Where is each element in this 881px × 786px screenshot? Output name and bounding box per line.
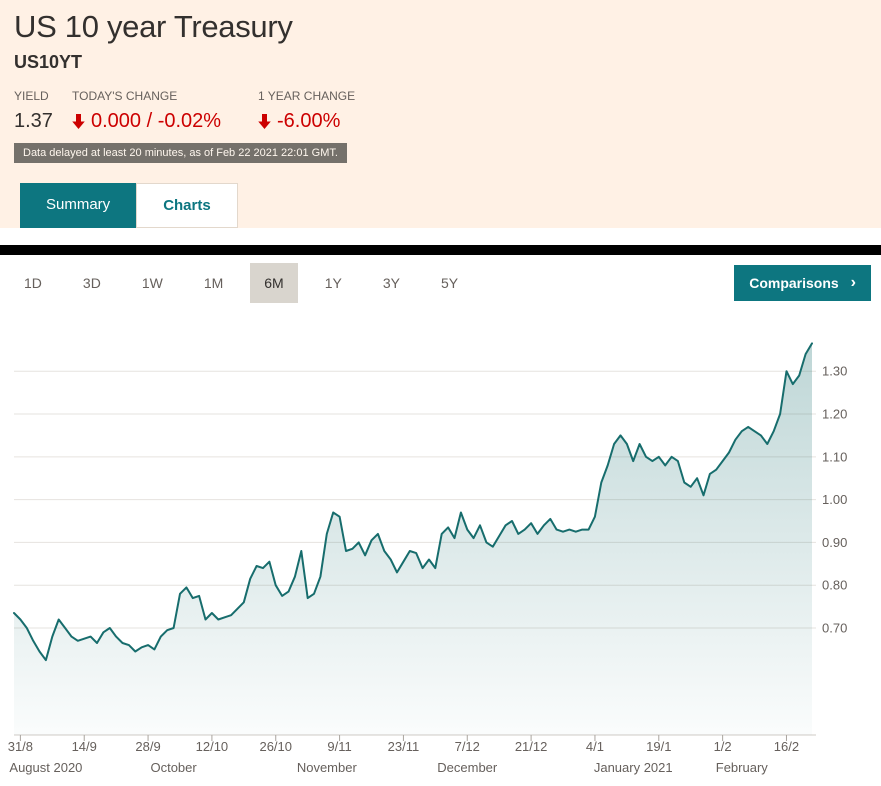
range-button-5y[interactable]: 5Y	[427, 263, 472, 303]
range-button-6m[interactable]: 6M	[250, 263, 298, 303]
price-chart[interactable]: 0.70 0.80 0.90 1.00 1.10 1.20 1.30 31/8 14/9 28/9…	[0, 327, 875, 779]
svg-text:4/1: 4/1	[586, 739, 604, 754]
svg-text:February: February	[716, 760, 769, 775]
stat-label: TODAY'S CHANGE	[72, 89, 178, 103]
svg-text:1.30: 1.30	[822, 364, 847, 379]
range-button-3y[interactable]: 3Y	[369, 263, 414, 303]
chart-panel: 1D 3D 1W 1M 6M 1Y 3Y 5Y Comparisons › 0.…	[0, 255, 881, 779]
section-divider	[0, 245, 881, 255]
svg-text:19/1: 19/1	[646, 739, 671, 754]
one-year-change-value: -6.00%	[258, 110, 355, 133]
chart-toolbar: 1D 3D 1W 1M 6M 1Y 3Y 5Y Comparisons ›	[0, 263, 881, 303]
page-title: US 10 year Treasury	[14, 9, 293, 44]
svg-text:1.10: 1.10	[822, 449, 847, 464]
one-year-change-text: -6.00%	[277, 110, 341, 132]
svg-text:August 2020: August 2020	[9, 760, 82, 775]
stat-yield: YIELD 1.37	[14, 89, 72, 133]
svg-text:28/9: 28/9	[135, 739, 160, 754]
svg-text:21/12: 21/12	[515, 739, 548, 754]
range-button-3d[interactable]: 3D	[69, 263, 115, 303]
svg-text:26/10: 26/10	[259, 739, 292, 754]
svg-text:14/9: 14/9	[72, 739, 97, 754]
down-arrow-icon	[258, 114, 271, 129]
svg-text:0.70: 0.70	[822, 621, 847, 636]
svg-text:0.80: 0.80	[822, 578, 847, 593]
down-arrow-icon	[72, 114, 85, 129]
stat-todays-change: TODAY'S CHANGE 0.000 / -0.02%	[72, 89, 258, 133]
svg-text:January 2021: January 2021	[594, 760, 673, 775]
quote-stats: YIELD 1.37 TODAY'S CHANGE 0.000 / -0.02%…	[14, 89, 881, 133]
svg-text:31/8: 31/8	[8, 739, 33, 754]
svg-text:October: October	[150, 760, 197, 775]
todays-change-text: 0.000 / -0.02%	[91, 110, 222, 132]
svg-text:December: December	[437, 760, 498, 775]
yield-value: 1.37	[14, 110, 53, 132]
tab-charts[interactable]: Charts	[136, 183, 238, 228]
ticker-symbol: US10YT	[14, 52, 83, 72]
range-button-1w[interactable]: 1W	[128, 263, 177, 303]
chart-area: 0.70 0.80 0.90 1.00 1.10 1.20 1.30 31/8 14/9 28/9…	[0, 327, 881, 779]
svg-text:16/2: 16/2	[774, 739, 799, 754]
quote-header: US 10 year Treasury US10YT YIELD 1.37 TO…	[0, 0, 881, 228]
comparisons-label: Comparisons	[749, 275, 839, 291]
svg-text:0.90: 0.90	[822, 535, 847, 550]
svg-text:November: November	[297, 760, 358, 775]
tab-summary[interactable]: Summary	[20, 183, 137, 228]
svg-text:7/12: 7/12	[455, 739, 480, 754]
svg-text:23/11: 23/11	[388, 739, 420, 754]
svg-text:1/2: 1/2	[714, 739, 732, 754]
data-delay-notice: Data delayed at least 20 minutes, as of …	[14, 143, 347, 163]
svg-text:9/11: 9/11	[327, 739, 351, 754]
svg-text:1.20: 1.20	[822, 407, 847, 422]
todays-change-value: 0.000 / -0.02%	[72, 110, 258, 133]
range-button-1m[interactable]: 1M	[190, 263, 237, 303]
stat-one-year-change: 1 YEAR CHANGE -6.00%	[258, 89, 355, 133]
stat-label: YIELD	[14, 89, 49, 103]
chevron-right-icon: ›	[850, 274, 856, 291]
svg-text:12/10: 12/10	[196, 739, 229, 754]
section-tabs: Summary Charts	[20, 183, 881, 228]
range-button-1y[interactable]: 1Y	[311, 263, 356, 303]
stat-label: 1 YEAR CHANGE	[258, 89, 356, 103]
comparisons-button[interactable]: Comparisons ›	[734, 265, 871, 301]
svg-text:1.00: 1.00	[822, 492, 847, 507]
range-button-1d[interactable]: 1D	[10, 263, 56, 303]
